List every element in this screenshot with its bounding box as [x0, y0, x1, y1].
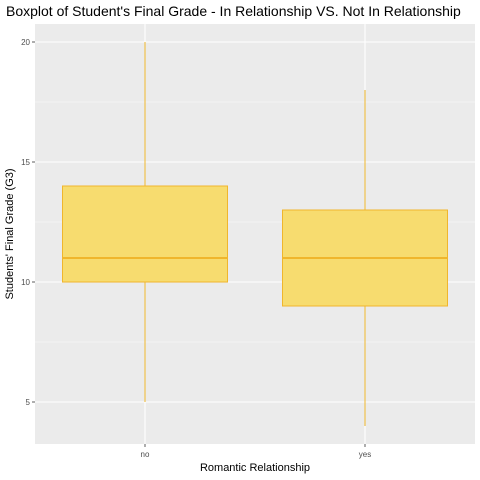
- y-tick-label: 15: [21, 158, 30, 167]
- chart-title: Boxplot of Student's Final Grade - In Re…: [6, 3, 461, 19]
- x-axis-label: Romantic Relationship: [200, 462, 310, 474]
- x-axis-ticks: no yes: [141, 444, 371, 459]
- y-tick-label: 5: [26, 398, 31, 407]
- boxplot-series: [62, 42, 448, 426]
- box-no: [62, 42, 228, 402]
- box-yes: [282, 90, 448, 426]
- box-iqr: [62, 185, 228, 283]
- x-tick-label: no: [141, 450, 150, 459]
- y-tick-label: 10: [21, 278, 30, 287]
- y-axis-label: Students' Final Grade (G3): [4, 168, 16, 299]
- x-tick-label: yes: [359, 450, 371, 459]
- y-tick-label: 20: [21, 38, 30, 47]
- y-axis-ticks: 5 10 15 20: [21, 38, 35, 407]
